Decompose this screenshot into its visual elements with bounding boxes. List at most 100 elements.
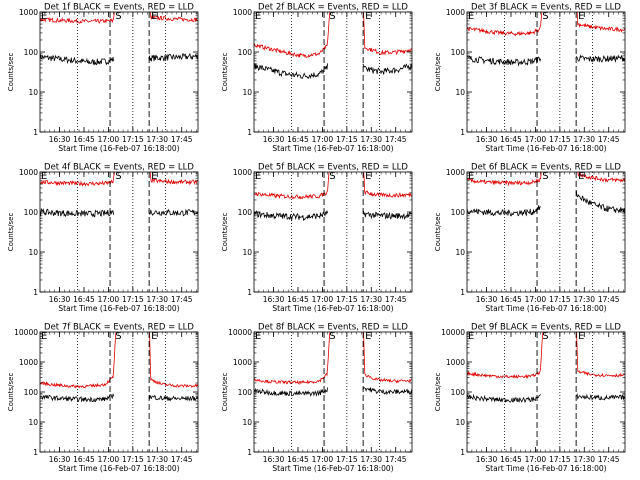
plot-area <box>254 332 412 397</box>
marker-label: E <box>255 171 261 182</box>
x-axis-label: Start Time (16-Feb-07 16:18:00) <box>58 144 179 153</box>
x-tick-label: 16:30 <box>49 135 71 144</box>
y-tick-label: 10 <box>242 248 252 257</box>
y-tick-label: 1000 <box>446 168 465 177</box>
marker-label: S <box>329 331 335 342</box>
series-lld-line <box>467 172 625 187</box>
x-tick-label: 16:30 <box>476 455 498 464</box>
panel-title: Det 7f BLACK = Events, RED = LLD <box>44 323 194 333</box>
series-lld-line <box>467 332 625 379</box>
x-tick-label: 16:30 <box>263 295 285 304</box>
y-tick-label: 100 <box>451 48 466 57</box>
x-tick-label: 17:15 <box>336 455 358 464</box>
x-tick-label: 17:45 <box>598 295 620 304</box>
marker-label: S <box>115 171 121 182</box>
plot-frame <box>39 11 199 133</box>
marker-label: S <box>329 11 335 22</box>
y-tick-label: 1 <box>460 128 465 137</box>
y-axis-label: Counts/sec <box>7 373 15 412</box>
plot-area <box>467 332 625 404</box>
y-axis-label: Counts/sec <box>221 373 229 412</box>
y-tick-label: 1000 <box>446 8 465 17</box>
x-tick-label: 17:30 <box>360 295 382 304</box>
x-tick-label: 16:30 <box>263 455 285 464</box>
marker-label: E <box>578 331 584 342</box>
series-events-line <box>40 52 198 66</box>
y-tick-label: 100 <box>24 48 39 57</box>
y-tick-label: 100 <box>24 388 39 397</box>
series-lld-line <box>254 172 412 200</box>
y-tick-label: 1000 <box>19 8 38 17</box>
x-tick-label: 17:30 <box>573 455 595 464</box>
y-axis-label: Counts/sec <box>221 213 229 252</box>
plot-frame <box>466 11 626 133</box>
plot-area <box>254 172 412 222</box>
plot-area <box>40 172 198 218</box>
y-tick-label: 1 <box>33 288 38 297</box>
x-tick-label: 17:15 <box>549 135 571 144</box>
x-tick-label: 17:00 <box>98 135 120 144</box>
y-axis-label: Counts/sec <box>7 53 15 92</box>
x-tick-label: 17:45 <box>385 455 407 464</box>
marker-label: S <box>542 11 548 22</box>
y-tick-label: 1000 <box>19 358 38 367</box>
x-tick-label: 17:30 <box>146 295 168 304</box>
x-tick-label: 16:45 <box>287 455 309 464</box>
x-tick-label: 17:30 <box>573 295 595 304</box>
plot-area <box>40 332 198 403</box>
y-tick-label: 10000 <box>441 328 465 337</box>
x-tick-label: 17:00 <box>312 135 334 144</box>
x-axis-label: Start Time (16-Feb-07 16:18:00) <box>485 144 606 153</box>
series-events-line <box>254 387 412 397</box>
x-tick-label: 17:45 <box>385 135 407 144</box>
x-tick-label: 17:30 <box>146 135 168 144</box>
x-tick-label: 17:00 <box>312 455 334 464</box>
panel-title: Det 2f BLACK = Events, RED = LLD <box>258 3 408 13</box>
x-tick-label: 17:15 <box>549 455 571 464</box>
plot-area <box>40 12 198 66</box>
y-tick-label: 10 <box>455 88 465 97</box>
x-tick-label: 16:30 <box>476 295 498 304</box>
x-tick-label: 16:45 <box>287 135 309 144</box>
series-events-line <box>467 392 625 404</box>
y-axis-label: Counts/sec <box>221 53 229 92</box>
marker-label: E <box>365 11 371 22</box>
marker-label: E <box>365 331 371 342</box>
series-events-line <box>40 207 198 218</box>
y-tick-label: 10 <box>242 88 252 97</box>
x-tick-label: 16:45 <box>500 135 522 144</box>
plot-area <box>254 12 412 80</box>
panel-title: Det 1f BLACK = Events, RED = LLD <box>44 3 194 13</box>
x-tick-label: 17:15 <box>122 135 144 144</box>
x-tick-label: 17:00 <box>525 135 547 144</box>
series-events-line <box>40 393 198 403</box>
x-tick-label: 17:00 <box>525 295 547 304</box>
marker-label: E <box>255 331 261 342</box>
series-lld-line <box>40 172 198 187</box>
x-tick-label: 16:30 <box>263 135 285 144</box>
x-tick-label: 17:00 <box>98 455 120 464</box>
x-axis-label: Start Time (16-Feb-07 16:18:00) <box>58 304 179 313</box>
marker-label: E <box>151 11 157 22</box>
y-tick-label: 10000 <box>14 328 38 337</box>
x-axis-label: Start Time (16-Feb-07 16:18:00) <box>272 464 393 473</box>
y-tick-label: 10 <box>28 418 38 427</box>
y-tick-label: 1 <box>460 288 465 297</box>
plot-frame <box>253 171 413 293</box>
x-axis-label: Start Time (16-Feb-07 16:18:00) <box>272 144 393 153</box>
x-tick-label: 17:30 <box>360 455 382 464</box>
x-tick-label: 17:15 <box>549 295 571 304</box>
series-lld-line <box>467 12 625 37</box>
y-axis-label: Counts/sec <box>7 213 15 252</box>
x-axis-label: Start Time (16-Feb-07 16:18:00) <box>58 464 179 473</box>
marker-label: E <box>578 171 584 182</box>
x-tick-label: 17:30 <box>360 135 382 144</box>
y-tick-label: 10 <box>242 418 252 427</box>
marker-label: E <box>255 11 261 22</box>
y-tick-label: 100 <box>451 208 466 217</box>
